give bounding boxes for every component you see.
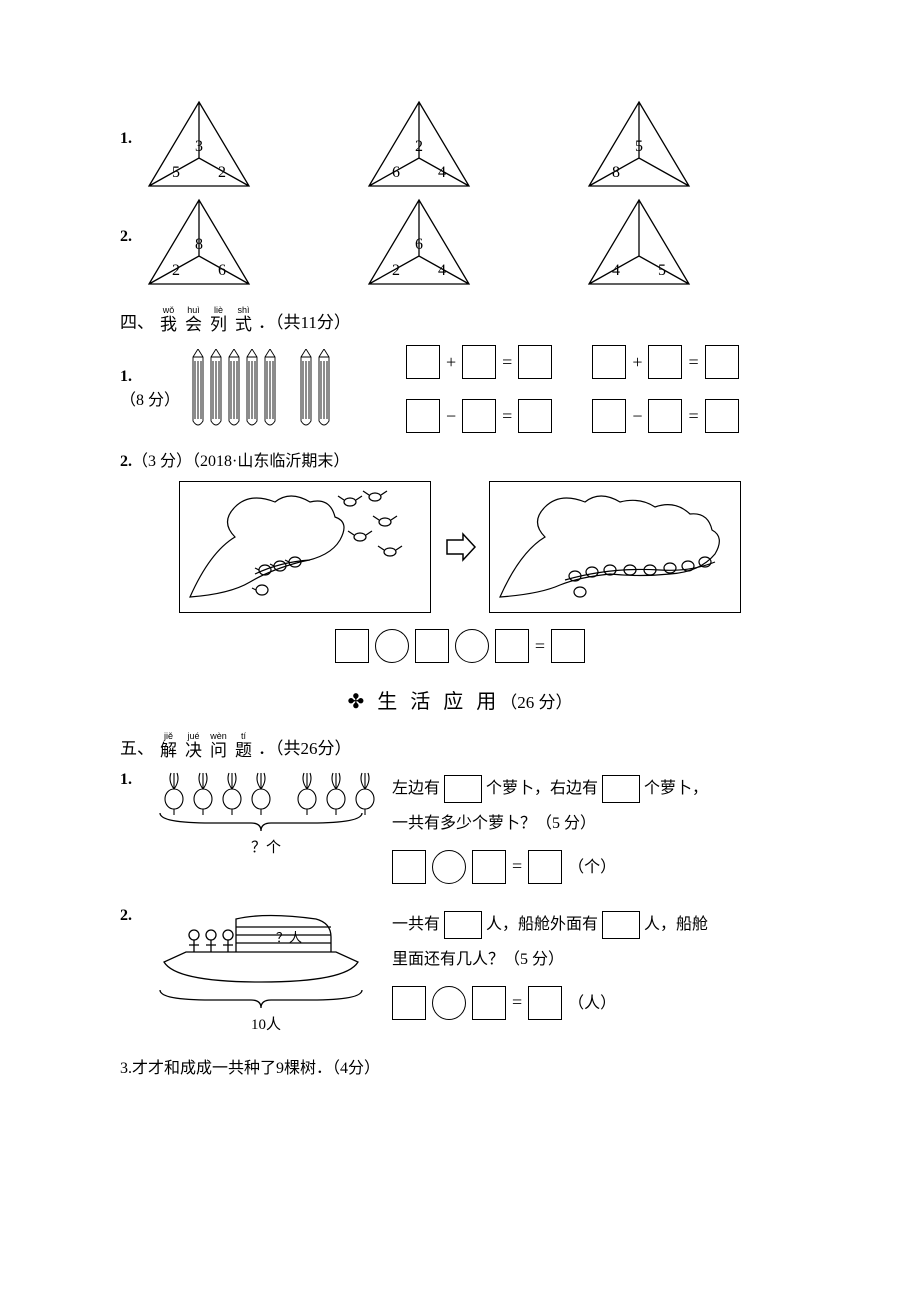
- blank-box[interactable]: [648, 399, 682, 433]
- blank-box[interactable]: [528, 850, 562, 884]
- section-suffix: ．（共11分）: [258, 308, 351, 333]
- blank-box[interactable]: [444, 775, 482, 803]
- tri-br: 4: [438, 262, 446, 280]
- equation: − =: [406, 399, 552, 433]
- triangle: 8 2 6: [144, 198, 254, 288]
- brace-icon: [156, 811, 366, 835]
- blank-box[interactable]: [472, 986, 506, 1020]
- q-label: 1.: [120, 368, 132, 385]
- tri-bl: 4: [612, 262, 620, 280]
- blank-circle[interactable]: [432, 986, 466, 1020]
- life-title: 生 活 应 用: [377, 691, 500, 713]
- q5-3: 3.才才和成成一共种了9棵树．（4分）: [120, 1054, 800, 1078]
- section-5-heading: 五、 jiě解 jué决 wèn问 tí题 ．（共26分）: [120, 732, 800, 759]
- blank-box[interactable]: [648, 345, 682, 379]
- section-suffix: ．（共26分）: [258, 734, 352, 759]
- brace-icon: [156, 988, 366, 1012]
- blank-box[interactable]: [528, 986, 562, 1020]
- tri-bl: 2: [172, 262, 180, 280]
- q-points: （8 分）: [120, 392, 180, 409]
- blank-box[interactable]: [518, 399, 552, 433]
- q-label: 2.: [120, 907, 140, 1034]
- q-number: 2.: [120, 198, 144, 246]
- pencils-figure: [190, 349, 390, 429]
- tri-bl: 5: [172, 164, 180, 182]
- equation: + =: [592, 345, 738, 379]
- tri-br: 4: [438, 164, 446, 182]
- triangle: 5 8: [584, 100, 694, 190]
- blank-box[interactable]: [335, 629, 369, 663]
- tri-top: 5: [635, 138, 643, 156]
- arrow-icon: [443, 530, 477, 564]
- equation-center: =: [120, 629, 800, 663]
- q-label: 3.: [120, 1060, 132, 1077]
- radish-figure: ？个: [156, 771, 376, 887]
- triangle-row-2: 2. 8 2 6 6 2 4 4 5: [120, 198, 800, 288]
- blank-box[interactable]: [602, 775, 640, 803]
- boat-qm: ？人: [276, 930, 302, 945]
- q4-1: 1. （8 分） + = + =: [120, 345, 800, 433]
- life-points: （26 分）: [500, 693, 572, 712]
- triangle-set: 8 2 6 6 2 4 4 5: [144, 198, 800, 288]
- section-num: 四、: [120, 308, 154, 333]
- q5-1: 1. ？个 左边有 个萝卜，右边有 个萝卜，: [120, 771, 800, 887]
- q-number: 1.: [120, 100, 144, 148]
- blank-box[interactable]: [705, 399, 739, 433]
- blank-box[interactable]: [472, 850, 506, 884]
- section-num: 五、: [120, 734, 154, 759]
- blank-box[interactable]: [602, 911, 640, 939]
- birds-panels: [120, 481, 800, 613]
- tri-top: 3: [195, 138, 203, 156]
- blank-circle[interactable]: [455, 629, 489, 663]
- bird-panel-right: [489, 481, 741, 613]
- q-label: 2.: [120, 453, 132, 470]
- triangle-set: 3 5 2 2 6 4 5 8: [144, 100, 800, 190]
- q-label: 1.: [120, 771, 140, 887]
- tri-br: 2: [218, 164, 226, 182]
- boat-total: 10人: [156, 1013, 376, 1034]
- equation-grid: + = + = − = − =: [406, 345, 739, 433]
- q5-2: 2. ？人 10人 一共有 人，船舱外面有 人，船舱 里面还有: [120, 907, 800, 1034]
- blank-box[interactable]: [592, 345, 626, 379]
- equation: + =: [406, 345, 552, 379]
- blank-box[interactable]: [495, 629, 529, 663]
- triangle: 6 2 4: [364, 198, 474, 288]
- flower-icon: ✤: [347, 691, 368, 713]
- blank-box[interactable]: [444, 911, 482, 939]
- tri-br: 5: [658, 262, 666, 280]
- tri-top: 6: [415, 236, 423, 254]
- blank-box[interactable]: [518, 345, 552, 379]
- triangle: 4 5: [584, 198, 694, 288]
- boat-figure: ？人 10人: [156, 907, 376, 1034]
- triangle-row-1: 1. 3 5 2 2 6 4 5 8: [120, 100, 800, 190]
- tri-top: 8: [195, 236, 203, 254]
- triangle: 3 5 2: [144, 100, 254, 190]
- triangle: 2 6 4: [364, 100, 474, 190]
- blank-circle[interactable]: [432, 850, 466, 884]
- blank-box[interactable]: [551, 629, 585, 663]
- tri-bl: 2: [392, 262, 400, 280]
- blank-box[interactable]: [592, 399, 626, 433]
- equation: − =: [592, 399, 738, 433]
- tri-bl: 6: [392, 164, 400, 182]
- brace-label: ？个: [156, 836, 376, 857]
- q5-3-text: 才才和成成一共种了9棵树．（4分）: [132, 1060, 380, 1077]
- blank-box[interactable]: [392, 986, 426, 1020]
- blank-circle[interactable]: [375, 629, 409, 663]
- section-4-heading: 四、 wǒ我 huì会 liè列 shì式 ．（共11分）: [120, 306, 800, 333]
- tri-bl: 8: [612, 164, 620, 182]
- tri-top: 2: [415, 138, 423, 156]
- blank-box[interactable]: [462, 345, 496, 379]
- blank-box[interactable]: [415, 629, 449, 663]
- blank-box[interactable]: [406, 399, 440, 433]
- blank-box[interactable]: [705, 345, 739, 379]
- blank-box[interactable]: [406, 345, 440, 379]
- blank-box[interactable]: [462, 399, 496, 433]
- life-application-heading: ✤ 生 活 应 用（26 分）: [120, 685, 800, 714]
- q-points: （3 分）（2018·山东临沂期末）: [132, 453, 349, 470]
- bird-panel-left: [179, 481, 431, 613]
- tri-br: 6: [218, 262, 226, 280]
- blank-box[interactable]: [392, 850, 426, 884]
